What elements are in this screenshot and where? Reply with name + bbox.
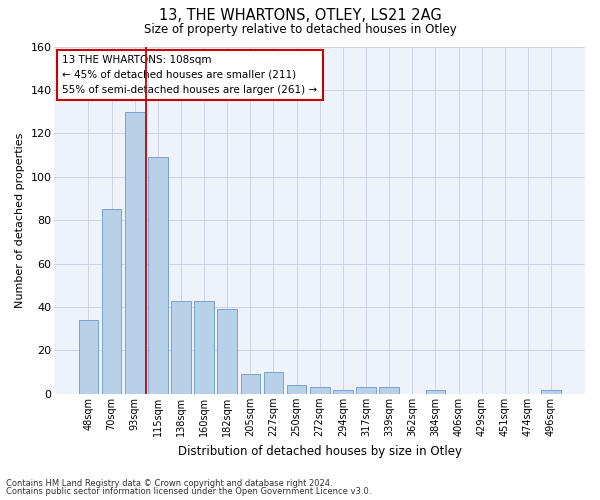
Text: Contains HM Land Registry data © Crown copyright and database right 2024.: Contains HM Land Registry data © Crown c… xyxy=(6,478,332,488)
Y-axis label: Number of detached properties: Number of detached properties xyxy=(15,132,25,308)
Text: Size of property relative to detached houses in Otley: Size of property relative to detached ho… xyxy=(143,22,457,36)
Bar xyxy=(217,309,237,394)
Bar xyxy=(79,320,98,394)
Bar xyxy=(333,390,353,394)
Bar xyxy=(356,388,376,394)
Bar xyxy=(171,300,191,394)
Bar xyxy=(310,388,329,394)
Bar xyxy=(194,300,214,394)
Text: 13, THE WHARTONS, OTLEY, LS21 2AG: 13, THE WHARTONS, OTLEY, LS21 2AG xyxy=(158,8,442,22)
Bar xyxy=(241,374,260,394)
Text: 13 THE WHARTONS: 108sqm
← 45% of detached houses are smaller (211)
55% of semi-d: 13 THE WHARTONS: 108sqm ← 45% of detache… xyxy=(62,55,317,95)
Bar xyxy=(287,385,307,394)
X-axis label: Distribution of detached houses by size in Otley: Distribution of detached houses by size … xyxy=(178,444,462,458)
Bar xyxy=(541,390,561,394)
Bar xyxy=(263,372,283,394)
Bar xyxy=(125,112,145,394)
Text: Contains public sector information licensed under the Open Government Licence v3: Contains public sector information licen… xyxy=(6,487,371,496)
Bar xyxy=(148,157,167,394)
Bar xyxy=(379,388,399,394)
Bar xyxy=(425,390,445,394)
Bar xyxy=(102,210,121,394)
